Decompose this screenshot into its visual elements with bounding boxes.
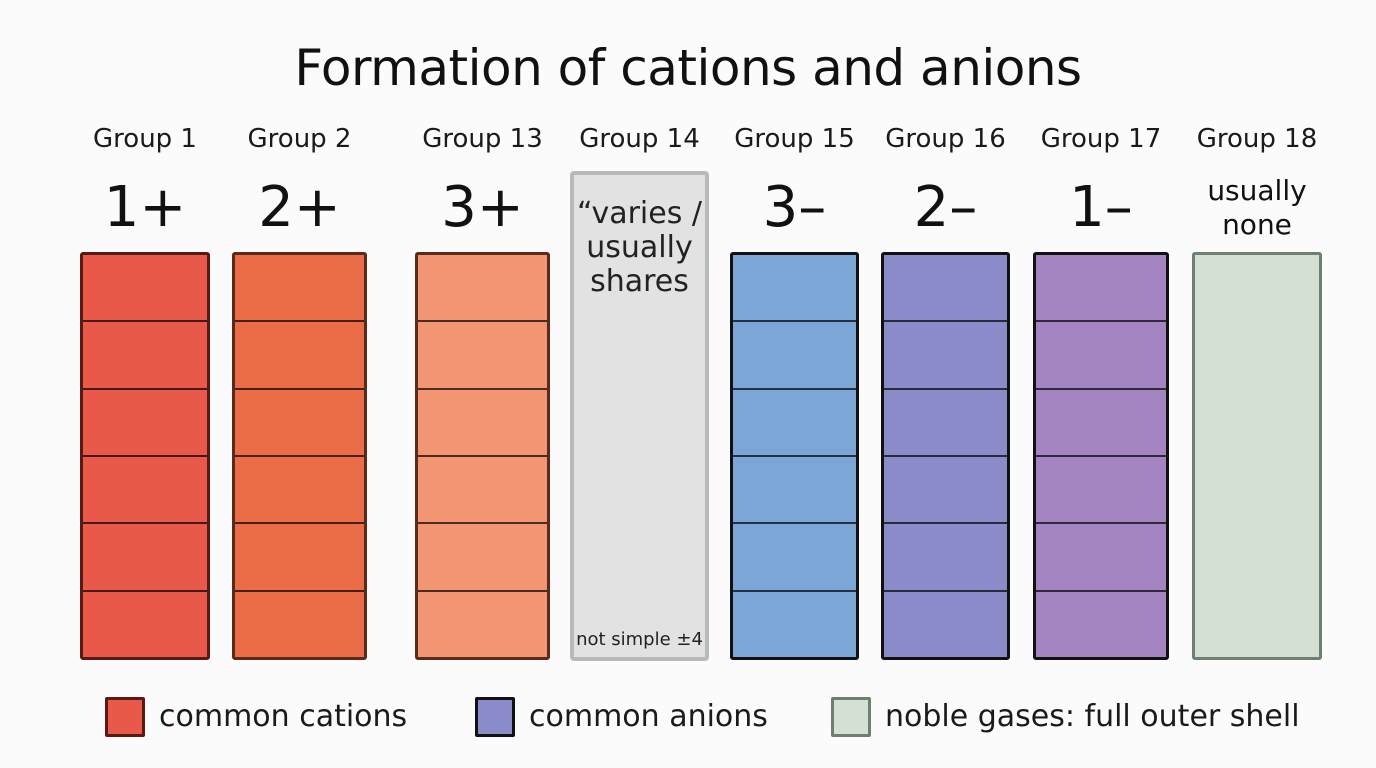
element-cell	[235, 322, 364, 390]
legend-label: common anions	[529, 699, 768, 734]
element-cell	[733, 390, 856, 457]
legend-item-cations: common cations	[105, 694, 407, 740]
element-cell	[733, 255, 856, 323]
group-14-box: “varies / usually shares not simple ±4	[570, 171, 709, 661]
diagram-title: Formation of cations and anions	[294, 39, 1082, 97]
element-cell	[1036, 322, 1166, 390]
element-cell	[1036, 524, 1166, 592]
element-cell	[83, 255, 207, 323]
element-column-box	[80, 252, 210, 660]
group-18-column: Group 18 usually none	[1192, 0, 1322, 768]
ion-charge-note: “varies / usually shares	[576, 196, 702, 299]
group-label: Group 1	[93, 124, 197, 154]
element-cell	[733, 524, 856, 592]
element-cell	[83, 524, 207, 592]
element-cell	[884, 322, 1007, 390]
element-cell	[884, 255, 1007, 323]
element-column-box	[730, 252, 859, 660]
element-cell	[418, 592, 547, 657]
element-column-box	[881, 252, 1010, 660]
element-cell	[235, 390, 364, 457]
element-cell	[733, 457, 856, 525]
element-cell	[884, 524, 1007, 592]
element-cell	[83, 592, 207, 657]
element-cell	[733, 322, 856, 390]
legend-label: common cations	[159, 699, 408, 734]
group-label: Group 2	[247, 124, 352, 154]
element-cell	[884, 592, 1007, 657]
element-cell	[418, 457, 547, 525]
legend-item-anions: common anions	[475, 694, 768, 740]
element-cell	[235, 457, 364, 525]
element-cell	[83, 457, 207, 525]
ion-charge: 3–	[762, 175, 827, 240]
group-label: Group 18	[1196, 124, 1318, 154]
element-cell	[235, 524, 364, 592]
legend-swatch	[105, 697, 145, 737]
element-cell	[884, 390, 1007, 457]
element-cell	[1036, 390, 1166, 457]
element-cell	[418, 255, 547, 323]
legend-label: noble gases: full outer shell	[885, 699, 1300, 734]
element-cell	[418, 524, 547, 592]
element-cell	[884, 457, 1007, 525]
element-column-box	[1033, 252, 1169, 660]
element-column-box	[1192, 252, 1322, 660]
ion-charge: 1–	[1069, 175, 1133, 240]
legend-swatch	[831, 697, 871, 737]
footnote: not simple ±4	[576, 629, 703, 650]
group-label: Group 14	[579, 124, 700, 154]
legend-item-noble-gases: noble gases: full outer shell	[831, 694, 1300, 740]
element-cell	[1036, 457, 1166, 525]
ion-charge: 2–	[913, 175, 978, 240]
element-cell	[418, 390, 547, 457]
group-2-column: Group 2 2+	[232, 0, 367, 768]
element-column-box	[232, 252, 367, 660]
group-label: Group 15	[734, 124, 855, 154]
ion-charge: 2+	[258, 175, 341, 240]
group-label: Group 13	[422, 124, 543, 154]
element-cell	[235, 592, 364, 657]
group-1-column: Group 1 1+	[80, 0, 210, 768]
ion-charge: usually none	[1207, 174, 1307, 241]
legend-swatch	[475, 697, 515, 737]
element-cell	[1036, 592, 1166, 657]
group-15-column: Group 15 3–	[730, 0, 859, 768]
group-13-column: Group 13 3+	[415, 0, 550, 768]
element-cell	[1036, 255, 1166, 323]
element-column-box	[415, 252, 550, 660]
element-cell	[235, 255, 364, 323]
element-cell	[83, 390, 207, 457]
group-label: Group 16	[885, 124, 1006, 154]
ion-charge: 1+	[103, 175, 187, 240]
group-16-column: Group 16 2–	[881, 0, 1010, 768]
group-14-column: Group 14 “varies / usually shares not si…	[570, 0, 709, 768]
element-cell	[83, 322, 207, 390]
group-label: Group 17	[1040, 124, 1162, 154]
element-cell	[418, 322, 547, 390]
ion-charge: 3+	[441, 175, 524, 240]
group-17-column: Group 17 1–	[1033, 0, 1169, 768]
element-cell	[733, 592, 856, 657]
